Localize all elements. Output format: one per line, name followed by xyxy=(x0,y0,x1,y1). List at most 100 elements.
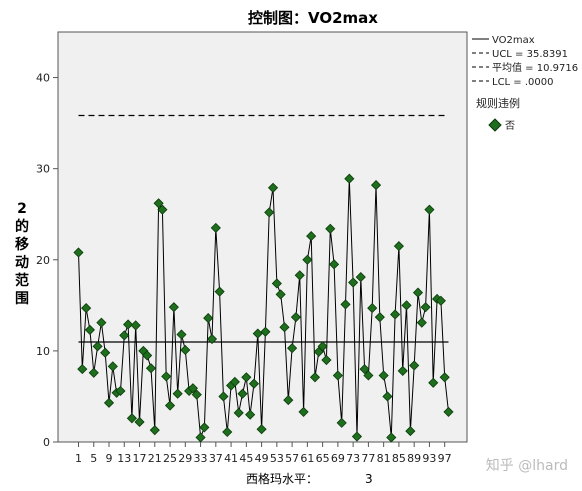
data-point-marker xyxy=(336,417,347,428)
data-point-marker xyxy=(298,406,309,417)
data-point-marker xyxy=(424,204,435,215)
data-point-marker xyxy=(351,431,363,442)
data-point-marker xyxy=(344,173,355,184)
data-point-marker xyxy=(214,286,225,297)
legend-ucl-label: UCL = 35.8391 xyxy=(492,49,568,60)
data-point-marker xyxy=(283,395,294,406)
data-point-marker xyxy=(443,406,454,417)
data-point-marker xyxy=(412,287,424,298)
x-tick-label: 65 xyxy=(316,452,330,465)
data-point-marker xyxy=(248,378,260,389)
data-point-marker xyxy=(172,388,183,399)
data-point-marker xyxy=(218,391,229,402)
data-point-marker xyxy=(142,350,153,361)
y-tick-label: 20 xyxy=(36,254,50,267)
data-point-marker xyxy=(161,371,172,382)
data-point-marker xyxy=(81,303,92,314)
data-point-marker xyxy=(428,377,439,388)
data-point-marker xyxy=(370,180,382,191)
data-point-marker xyxy=(153,198,164,209)
x-tick-label: 37 xyxy=(209,452,223,465)
data-point-marker xyxy=(123,319,134,330)
data-point-marker xyxy=(210,222,221,233)
data-point-marker xyxy=(302,254,313,265)
data-point-marker xyxy=(309,372,321,383)
data-point-marker xyxy=(332,370,343,381)
x-tick-label: 53 xyxy=(270,452,284,465)
data-markers xyxy=(73,173,454,443)
watermark: 知乎 @lhard xyxy=(486,457,568,474)
data-point-marker xyxy=(96,317,107,328)
data-point-marker xyxy=(435,295,446,306)
data-point-marker xyxy=(164,400,176,411)
chart-title: 控制图：VO2max xyxy=(248,9,378,27)
x-tick-label: 1 xyxy=(75,452,82,465)
legend-lcl-label: LCL = .0000 xyxy=(492,77,554,88)
x-tick-label: 21 xyxy=(148,452,162,465)
x-tick-label: 85 xyxy=(392,452,406,465)
data-point-marker xyxy=(149,425,160,436)
data-point-marker xyxy=(317,341,328,352)
data-point-marker xyxy=(187,383,198,394)
plot-area xyxy=(57,31,468,443)
data-point-marker xyxy=(77,364,88,375)
data-point-marker xyxy=(199,422,210,433)
data-point-marker xyxy=(126,413,137,424)
x-tick-label: 69 xyxy=(331,452,345,465)
data-point-marker xyxy=(92,341,103,352)
data-point-marker xyxy=(233,407,244,418)
data-point-marker xyxy=(405,426,416,437)
data-point-marker xyxy=(100,347,111,358)
data-point-marker xyxy=(134,416,145,428)
data-point-marker xyxy=(206,333,218,345)
legend-rule-item: 否 xyxy=(505,120,515,132)
data-point-marker xyxy=(321,354,332,366)
data-point-marker xyxy=(256,424,267,435)
data-point-marker xyxy=(145,363,157,374)
data-point-marker xyxy=(355,272,366,283)
legend: VO2max UCL = 35.8391 平均值 = 10.9716 LCL =… xyxy=(472,35,578,132)
data-point-marker xyxy=(203,313,214,324)
data-point-marker xyxy=(73,247,84,258)
data-point-marker xyxy=(191,389,202,400)
legend-rule-title: 规则违例 xyxy=(476,96,520,110)
y-axis: 0 10 20 30 40 xyxy=(36,72,58,449)
data-point-marker xyxy=(363,370,374,381)
data-point-marker xyxy=(245,409,256,420)
x-tick-label: 73 xyxy=(346,452,360,465)
x-tick-label: 97 xyxy=(438,452,452,465)
data-point-marker xyxy=(359,364,370,375)
data-point-marker xyxy=(416,317,427,328)
x-tick-label: 57 xyxy=(285,452,299,465)
x-axis-label: 西格玛水平： xyxy=(246,471,318,486)
data-point-marker xyxy=(386,432,397,443)
sigma-value: 3 xyxy=(365,472,373,486)
data-point-marker xyxy=(393,241,404,252)
data-point-marker xyxy=(382,391,393,402)
data-point-marker xyxy=(409,360,420,371)
data-point-marker xyxy=(103,397,115,408)
y-tick-label: 30 xyxy=(36,163,50,176)
data-point-marker xyxy=(107,361,118,372)
data-point-marker xyxy=(267,182,279,193)
x-tick-label: 29 xyxy=(178,452,192,465)
legend-mean-label: 平均值 = 10.9716 xyxy=(492,61,578,74)
data-point-marker xyxy=(260,326,271,337)
data-point-marker xyxy=(287,343,298,354)
x-tick-label: 25 xyxy=(163,452,177,465)
data-point-marker xyxy=(180,344,191,356)
data-point-marker xyxy=(348,277,359,288)
data-point-marker xyxy=(279,322,290,333)
data-point-marker xyxy=(271,278,282,289)
data-point-marker xyxy=(325,223,336,234)
data-point-marker xyxy=(329,259,340,270)
legend-series-label: VO2max xyxy=(492,35,535,46)
data-point-marker xyxy=(306,231,317,242)
data-point-marker xyxy=(84,324,96,335)
legend-rule-marker xyxy=(488,118,502,132)
data-point-marker xyxy=(237,388,248,399)
data-point-marker xyxy=(115,385,126,397)
data-point-marker xyxy=(294,270,305,281)
